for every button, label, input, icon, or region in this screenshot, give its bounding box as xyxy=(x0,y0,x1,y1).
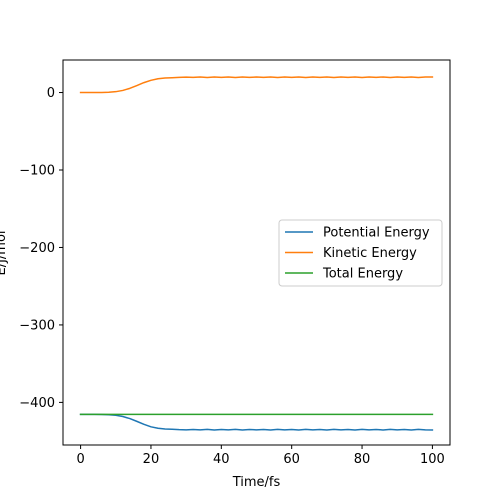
x-tick-label: 60 xyxy=(283,452,300,467)
x-tick-label: 40 xyxy=(213,452,230,467)
x-axis-label: Time/fs xyxy=(232,475,281,490)
legend: Potential Energy Kinetic Energy Total Ener… xyxy=(278,219,443,287)
x-tick-label: 100 xyxy=(420,452,445,467)
plot-frame xyxy=(62,59,451,446)
x-tick-label: 20 xyxy=(143,452,160,467)
y-tick-label: −100 xyxy=(19,164,55,179)
legend-label-total-energy: Total Energy xyxy=(322,267,403,282)
legend-label-potential-energy: Potential Energy xyxy=(323,226,430,241)
series-line-kinetic-energy xyxy=(79,76,434,94)
plot-area xyxy=(79,76,434,431)
y-tick-label: −200 xyxy=(19,241,55,256)
x-tick-label: 80 xyxy=(354,452,371,467)
legend-label-kinetic-energy: Kinetic Energy xyxy=(323,246,417,261)
y-tick-label: 0 xyxy=(47,86,55,101)
legend-box xyxy=(278,219,443,287)
y-axis-label: E/J/mol xyxy=(0,230,9,275)
axes-layer: 0 20 40 60 80 100 0 −100 −200 −300 −400 xyxy=(19,59,451,467)
y-tick-label: −400 xyxy=(19,396,55,411)
x-tick-label: 0 xyxy=(76,452,84,467)
series-line-potential-energy xyxy=(79,413,434,431)
y-tick-label: −300 xyxy=(19,318,55,333)
